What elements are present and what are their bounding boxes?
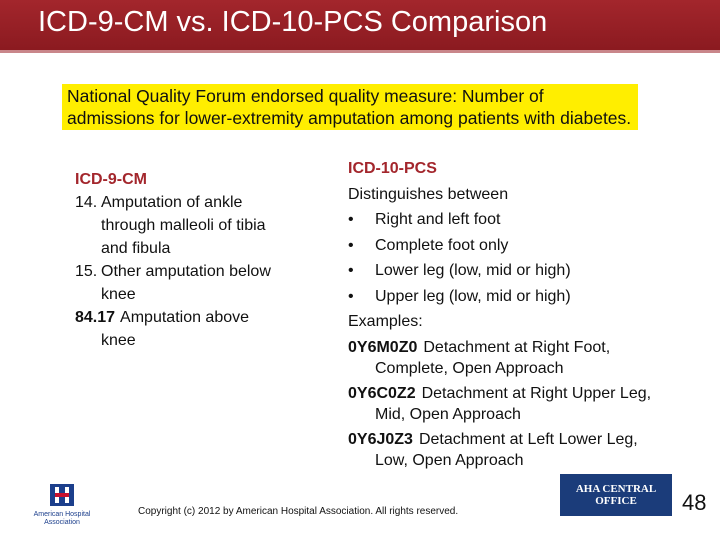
item-number: 15. <box>75 263 98 280</box>
item-text: Other amputation below knee <box>101 263 271 303</box>
example-code: 0Y6J0Z3 <box>348 430 413 448</box>
item-text: Amputation of ankle through malleoli of … <box>101 194 266 257</box>
list-item: 15. Other amputation below knee <box>75 260 275 306</box>
item-number: 84.17 <box>75 309 116 326</box>
bullet: • <box>348 236 354 254</box>
logo: AHA CENTRAL OFFICE An American Hospital … <box>560 474 672 522</box>
logo-subtext: An American Hospital Association Service <box>569 516 663 522</box>
column-heading: ICD-9-CM <box>75 171 147 188</box>
example: 0Y6M0Z0 Detachment at Right Foot, Complet… <box>348 337 668 380</box>
highlight-box: National Quality Forum endorsed quality … <box>62 84 638 130</box>
bullet-item: • Complete foot only <box>348 233 668 259</box>
left-column: ICD-9-CM 14. Amputation of ankle through … <box>75 168 275 352</box>
example-code: 0Y6C0Z2 <box>348 384 416 402</box>
example-text: Detachment at Right Upper Leg, Mid, Open… <box>375 384 652 424</box>
example-code: 0Y6M0Z0 <box>348 338 418 356</box>
examples-label: Examples: <box>348 313 423 330</box>
item-number: 14. <box>75 194 98 211</box>
intro: Distinguishes between <box>348 185 509 203</box>
bullet-item: • Right and left foot <box>348 207 668 233</box>
bullet-text: Right and left foot <box>375 211 501 228</box>
page-number: 48 <box>682 490 707 515</box>
right-column: ICD-10-PCS Distinguishes between • Right … <box>348 156 668 475</box>
list-item: 84.17 Amputation above knee <box>75 306 275 352</box>
list-item: 14. Amputation of ankle through malleoli … <box>75 191 275 260</box>
item-text: Amputation above knee <box>101 309 250 349</box>
bullet-item: • Lower leg (low, mid or high) <box>348 258 668 284</box>
bullet-text: Lower leg (low, mid or high) <box>375 262 571 279</box>
slide-title: ICD-9-CM vs. ICD-10-PCS Comparison <box>38 6 548 38</box>
bullet: • <box>348 262 354 279</box>
column-heading: ICD-10-PCS <box>348 160 437 177</box>
example-text: Detachment at Left Lower Leg, Low, Open … <box>375 430 638 470</box>
logo-text: AHA CENTRAL OFFICE <box>575 483 657 507</box>
example: 0Y6C0Z2 Detachment at Right Upper Leg, Mi… <box>348 383 668 426</box>
logo: American Hospital Association <box>26 482 98 527</box>
example-text: Detachment at Right Foot, Complete, Open… <box>375 338 611 378</box>
logo-text: American Hospital Association <box>33 511 91 526</box>
logo-icon <box>50 484 74 506</box>
copyright: Copyright (c) 2012 by American Hospital … <box>138 506 459 517</box>
example: 0Y6J0Z3 Detachment at Left Lower Leg, Low… <box>348 429 668 472</box>
bullet-text: Complete foot only <box>375 236 509 254</box>
bullet: • <box>348 211 354 228</box>
header-bar <box>0 0 720 50</box>
header-rule <box>0 50 720 53</box>
bullet: • <box>348 287 354 305</box>
bullet-text: Upper leg (low, mid or high) <box>375 287 571 305</box>
bullet-item: • Upper leg (low, mid or high) <box>348 284 668 310</box>
